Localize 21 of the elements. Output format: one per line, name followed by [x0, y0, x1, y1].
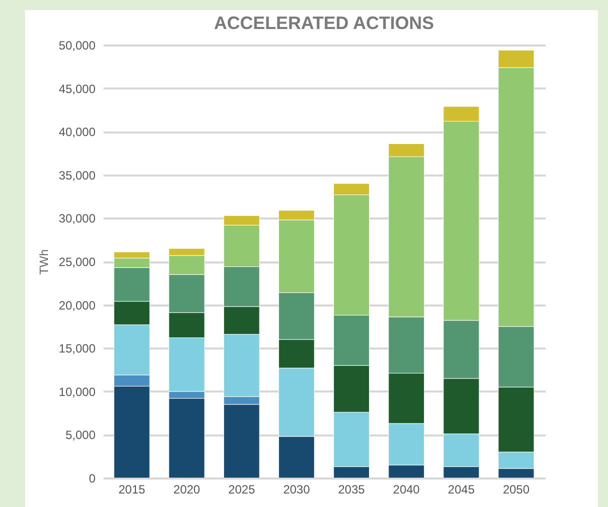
y-tick-label: 45,000 — [58, 82, 96, 96]
x-tick-label: 2045 — [448, 482, 475, 496]
y-tick-label: 50,000 — [58, 38, 96, 52]
y-tick-label: 20,000 — [58, 298, 96, 312]
y-tick-label: 25,000 — [58, 255, 96, 269]
y-tick-label: 0 — [88, 472, 96, 486]
y-tick-label: 10,000 — [58, 384, 96, 399]
y-tick-label: 5,000 — [65, 428, 96, 442]
chart-title: ACCELERATED ACTIONS — [214, 13, 434, 33]
y-axis-title: TWh — [36, 249, 51, 275]
x-tick-label: 2030 — [283, 482, 310, 496]
x-tick-label: 2025 — [228, 482, 256, 496]
y-tick-label: 15,000 — [58, 342, 96, 356]
x-tick-label: 2035 — [338, 482, 366, 496]
x-tick-label: 2050 — [502, 482, 530, 496]
x-tick-label: 2015 — [118, 482, 146, 496]
x-tick-label: 2040 — [393, 482, 420, 496]
y-tick-label: 40,000 — [58, 125, 96, 140]
y-tick-label: 30,000 — [58, 212, 96, 226]
y-tick-label: 35,000 — [58, 168, 96, 182]
x-tick-label: 2020 — [173, 482, 200, 496]
